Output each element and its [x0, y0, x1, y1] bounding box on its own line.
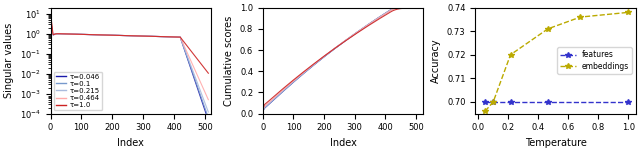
- features: [625, 101, 632, 103]
- Y-axis label: Accuracy: Accuracy: [431, 38, 442, 83]
- X-axis label: Temperature: Temperature: [525, 138, 586, 148]
- embeddings: [625, 11, 632, 13]
- X-axis label: Index: Index: [330, 138, 356, 148]
- embeddings: [544, 28, 552, 30]
- embeddings: [490, 101, 497, 103]
- Y-axis label: Singular values: Singular values: [4, 23, 14, 98]
- embeddings: [481, 110, 489, 112]
- Y-axis label: Cumulative scores: Cumulative scores: [225, 16, 234, 106]
- Legend: features, embeddings: features, embeddings: [557, 47, 632, 74]
- embeddings: [577, 16, 584, 18]
- Line: features: features: [483, 99, 631, 105]
- features: [481, 101, 489, 103]
- Line: embeddings: embeddings: [483, 10, 631, 114]
- features: [507, 101, 515, 103]
- Legend: τ=0.046, τ=0.1, τ=0.215, τ=0.464, τ=1.0: τ=0.046, τ=0.1, τ=0.215, τ=0.464, τ=1.0: [54, 72, 102, 110]
- X-axis label: Index: Index: [117, 138, 144, 148]
- features: [544, 101, 552, 103]
- features: [490, 101, 497, 103]
- embeddings: [507, 54, 515, 56]
